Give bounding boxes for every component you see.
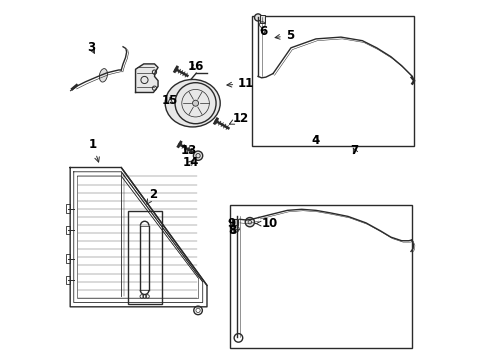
Text: 7: 7 bbox=[350, 144, 358, 157]
Circle shape bbox=[244, 217, 254, 227]
Text: 15: 15 bbox=[162, 94, 178, 107]
Text: 14: 14 bbox=[183, 156, 199, 169]
Text: 12: 12 bbox=[229, 112, 248, 125]
Text: 1: 1 bbox=[88, 138, 99, 162]
Text: 10: 10 bbox=[255, 217, 277, 230]
Circle shape bbox=[232, 226, 239, 232]
Text: 5: 5 bbox=[275, 29, 293, 42]
Bar bbox=[66, 276, 70, 284]
Circle shape bbox=[193, 151, 203, 160]
Text: 16: 16 bbox=[187, 60, 203, 73]
Text: 4: 4 bbox=[311, 134, 320, 147]
Bar bbox=[127, 211, 162, 304]
Text: 2: 2 bbox=[146, 188, 157, 204]
Ellipse shape bbox=[165, 80, 220, 127]
Bar bbox=[251, 16, 413, 146]
Circle shape bbox=[254, 14, 261, 21]
Text: 11: 11 bbox=[226, 77, 254, 90]
Text: 8: 8 bbox=[228, 224, 236, 237]
Ellipse shape bbox=[99, 69, 107, 82]
Text: 6: 6 bbox=[259, 24, 267, 37]
Bar bbox=[230, 205, 411, 348]
Bar bbox=[66, 254, 70, 263]
Text: 9: 9 bbox=[227, 217, 235, 230]
Text: 13: 13 bbox=[181, 144, 197, 157]
Bar bbox=[259, 15, 264, 23]
Bar bbox=[66, 204, 70, 213]
Polygon shape bbox=[135, 64, 158, 93]
Circle shape bbox=[192, 100, 198, 106]
Bar bbox=[66, 226, 70, 234]
Text: 3: 3 bbox=[87, 41, 96, 54]
Bar bbox=[231, 219, 237, 225]
